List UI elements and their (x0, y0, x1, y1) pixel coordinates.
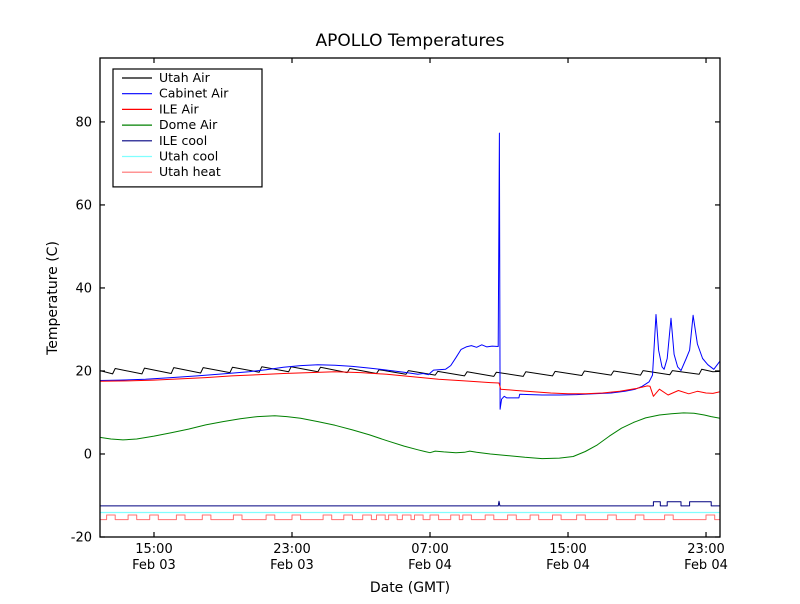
y-tick-label: -20 (71, 531, 92, 546)
y-tick-label: 0 (84, 447, 92, 462)
series-line-dome-air (100, 412, 720, 460)
x-tick-label: Feb 03 (132, 558, 176, 573)
legend-label-utah-heat: Utah heat (159, 164, 221, 179)
series-line-ile-air (100, 371, 720, 397)
x-tick-label: 07:00 (411, 542, 448, 557)
legend-label-utah-cool: Utah cool (159, 149, 218, 164)
y-tick-label: 40 (75, 281, 92, 296)
x-tick-label: Feb 03 (270, 558, 314, 573)
y-tick-label: 60 (75, 198, 92, 213)
x-tick-label: Feb 04 (546, 558, 590, 573)
x-tick-label: 15:00 (135, 542, 172, 557)
plot-area (100, 132, 720, 521)
x-tick-label: Feb 04 (684, 558, 728, 573)
x-tick-label: 15:00 (549, 542, 586, 557)
y-tick-label: 80 (75, 115, 92, 130)
x-axis-label: Date (GMT) (370, 580, 450, 596)
series-line-utah-air (100, 366, 720, 377)
legend-label-utah-air: Utah Air (159, 70, 211, 85)
legend-label-dome-air: Dome Air (159, 117, 218, 132)
y-axis-label: Temperature (C) (45, 241, 61, 356)
plot-border (99, 57, 721, 538)
x-tick-label: Feb 04 (408, 558, 452, 573)
legend-label-ile-air: ILE Air (159, 101, 200, 116)
series-line-ile-cool (100, 500, 720, 507)
series-line-cabinet-air (100, 132, 720, 410)
y-tick-label: 20 (75, 364, 92, 379)
x-tick-label: 23:00 (687, 542, 724, 557)
legend-label-ile-cool: ILE cool (159, 133, 207, 148)
chart-title: APOLLO Temperatures (316, 31, 505, 51)
x-tick-label: 23:00 (273, 542, 310, 557)
series-line-utah-heat (100, 514, 720, 521)
legend-label-cabinet-air: Cabinet Air (159, 86, 229, 101)
legend-box (112, 68, 263, 188)
